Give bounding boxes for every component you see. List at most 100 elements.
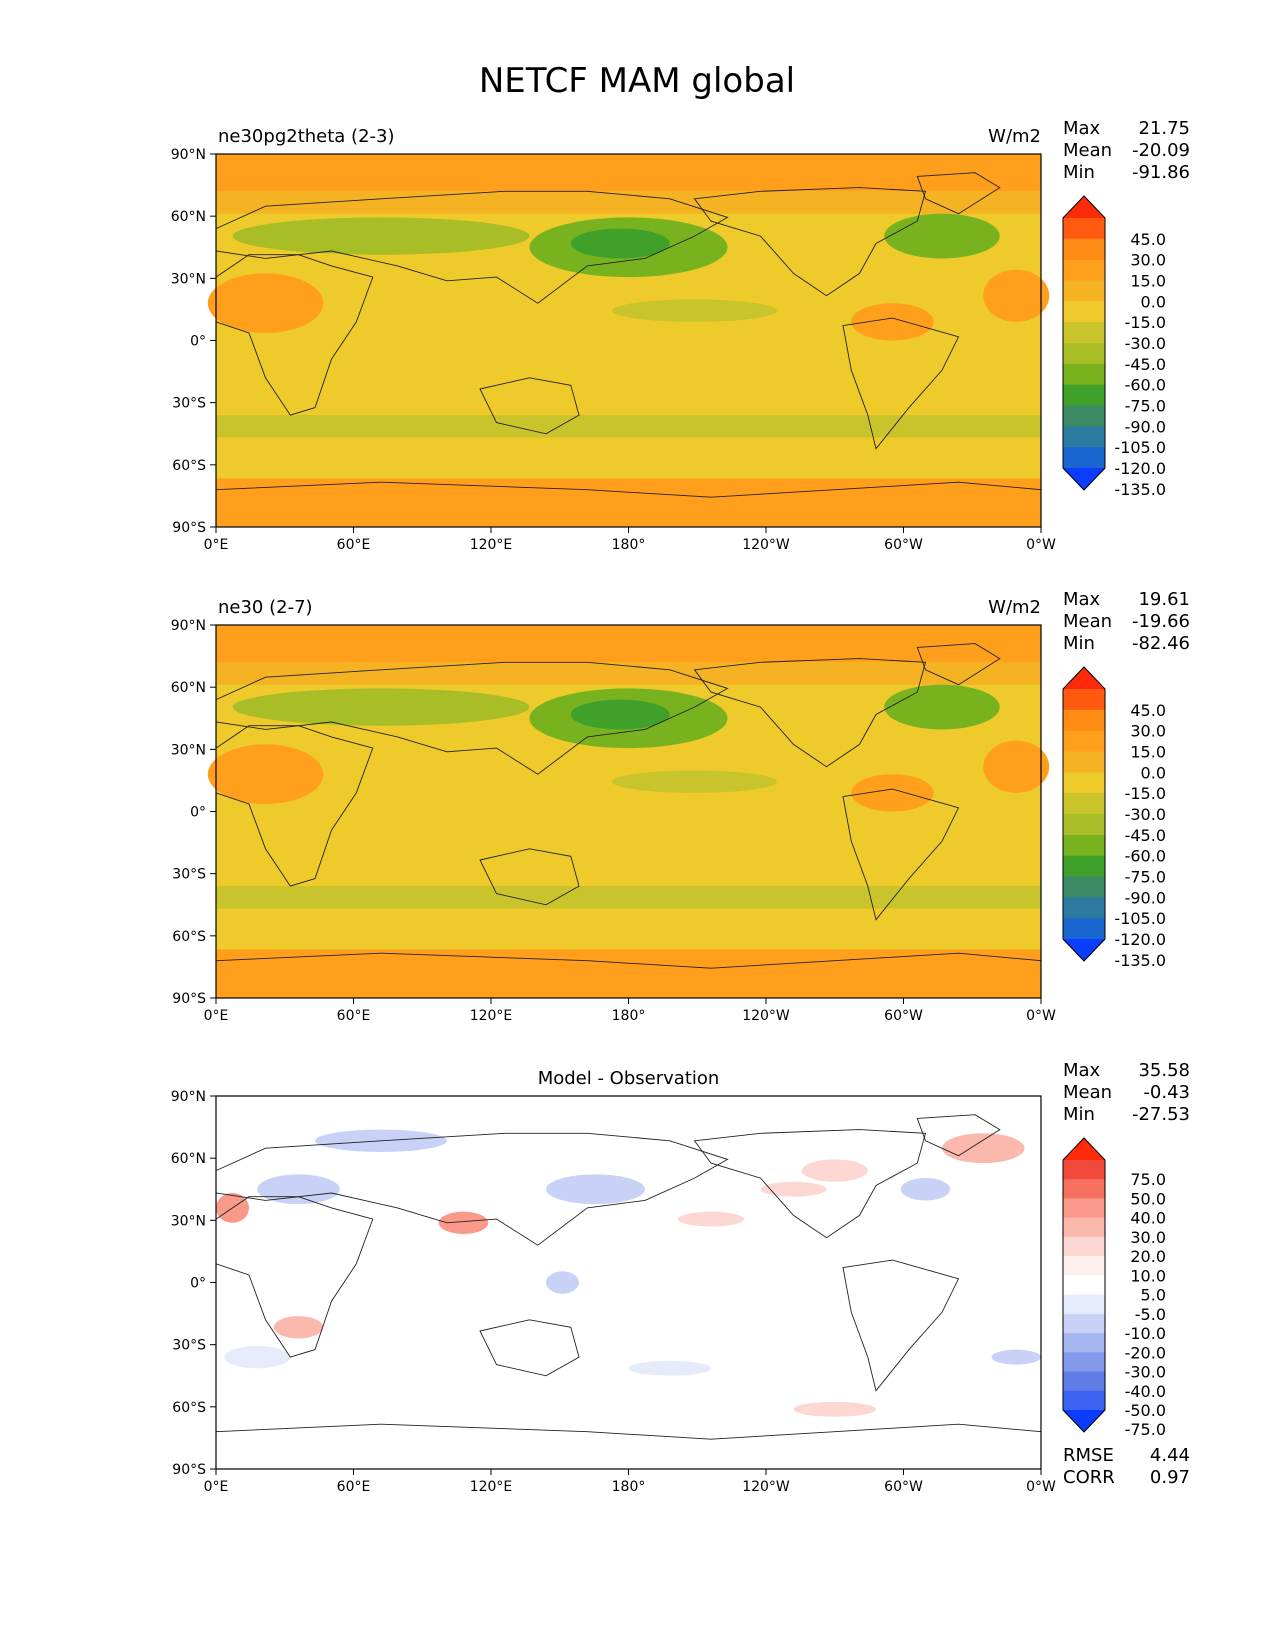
sahara-positive (207, 744, 324, 805)
lon-tick-label: 0°W (1026, 1479, 1056, 1495)
colorbar-label: 40.0 (1130, 1209, 1166, 1228)
lat-tick-label: 90°S (172, 1462, 206, 1478)
colorbar-label: 10.0 (1130, 1266, 1166, 1285)
stat-label: Max (1063, 589, 1101, 610)
amazon-positive (851, 303, 934, 341)
stat-value: -0.43 (1143, 1082, 1190, 1103)
colorbar-outline (1062, 666, 1106, 962)
stat-value: -82.46 (1132, 633, 1190, 654)
lat-tick-label: 60°N (171, 1151, 206, 1167)
lat-tick-label: 30°S (172, 396, 206, 412)
lat-tick-label: 30°S (172, 867, 206, 883)
colorbar-label: -135.0 (1114, 951, 1166, 970)
anomaly-blob (224, 1345, 291, 1369)
colorbar-segment (1063, 405, 1105, 427)
lon-tick-label: 0°E (204, 1008, 229, 1024)
north-atlantic-cloud (884, 684, 1000, 730)
colorbar-label: 5.0 (1141, 1286, 1166, 1305)
colorbar-label: 45.0 (1130, 230, 1166, 249)
colorbar-label: -105.0 (1114, 438, 1166, 457)
colorbar-extend-bottom (1063, 1410, 1105, 1432)
colorbar-label: 75.0 (1130, 1170, 1166, 1189)
colorbar-label: 0.0 (1141, 763, 1166, 782)
colorbar-label: 15.0 (1130, 743, 1166, 762)
lon-tick-label: 60°E (337, 1479, 371, 1495)
colorbar-label: 30.0 (1130, 1228, 1166, 1247)
anomaly-blob (760, 1181, 827, 1197)
panel-units: W/m2 (988, 597, 1041, 618)
lat-tick-label: 90°S (172, 520, 206, 536)
corr-label: CORR (1063, 1467, 1115, 1488)
colorbar-label: -45.0 (1125, 355, 1166, 374)
colorbar-outline (1062, 1137, 1106, 1433)
corr-value: 0.97 (1150, 1467, 1190, 1488)
stat-label: Min (1063, 1104, 1095, 1125)
westafrica-positive (983, 740, 1050, 793)
continent-australia (479, 848, 580, 906)
north-atlantic-cloud (884, 213, 1000, 259)
colorbar-segment (1063, 793, 1105, 815)
colorbar-segment (1063, 1160, 1105, 1180)
panel-3: 90°N 60°N 30°N 0° 30°S 60°S 90°S0°E 60°E 120°E 18… (171, 1060, 1190, 1495)
colorbar-segment (1063, 730, 1105, 752)
stat-value: -19.66 (1132, 611, 1190, 632)
colorbar-label: -75.0 (1125, 868, 1166, 887)
lat-tick-label: 0° (190, 1276, 206, 1292)
continent-eurasia (215, 190, 729, 304)
lat-tick-label: 30°N (171, 742, 206, 758)
continent-samerica (842, 1259, 960, 1392)
anomaly-blob (438, 1211, 489, 1235)
stat-value: -20.09 (1132, 140, 1190, 161)
rmse-value: 4.44 (1150, 1445, 1190, 1466)
panel-1: 90°N 60°N 30°N 0° 30°S 60°S 90°S0°E 60°E 120°E 18… (171, 118, 1190, 553)
colorbar-segment (1063, 814, 1105, 836)
panel-name: ne30 (2-7) (218, 597, 313, 618)
anomaly-blob (801, 1159, 868, 1182)
lon-tick-label: 120°W (742, 537, 790, 553)
colorbar-extend-bottom (1063, 468, 1105, 490)
panel-name: Model - Observation (538, 1068, 720, 1089)
colorbar-extend-top (1063, 196, 1105, 218)
colorbar-label: -10.0 (1125, 1324, 1166, 1343)
colorbar-label: -15.0 (1125, 784, 1166, 803)
lon-tick-label: 60°W (884, 1479, 923, 1495)
colorbar-label: -30.0 (1125, 334, 1166, 353)
continent-greenland (916, 1114, 1001, 1157)
colorbar-segment (1063, 1371, 1105, 1392)
lon-tick-label: 60°W (884, 1008, 923, 1024)
colorbar-label: -120.0 (1114, 930, 1166, 949)
colorbar-segment (1063, 1352, 1105, 1373)
colorbar-segment (1063, 1333, 1105, 1353)
lat-tick-label: 90°N (171, 1089, 206, 1105)
colorbar-label: 30.0 (1130, 251, 1166, 270)
colorbar-segment (1063, 301, 1105, 323)
colorbar-segment (1063, 897, 1105, 919)
stat-label: Max (1063, 1060, 1101, 1081)
colorbar-extend-bottom (1063, 939, 1105, 961)
eurasia-cloud (232, 688, 530, 726)
colorbar-segment (1063, 447, 1105, 469)
westafrica-positive (983, 269, 1050, 322)
stat-label: Max (1063, 118, 1101, 139)
lon-tick-label: 0°E (204, 537, 229, 553)
anomaly-blob (628, 1360, 711, 1376)
lat-tick-label: 30°S (172, 1338, 206, 1354)
lon-tick-label: 60°W (884, 537, 923, 553)
lat-tick-label: 30°N (171, 1213, 206, 1229)
southern-green-band (216, 415, 1041, 438)
stat-label: Min (1063, 162, 1095, 183)
colorbar-label: -105.0 (1114, 909, 1166, 928)
continent-greenland (916, 172, 1001, 215)
colorbar-label: 45.0 (1130, 701, 1166, 720)
colorbar-outline (1062, 195, 1106, 491)
north-pacific-core (570, 228, 670, 259)
lat-tick-label: 0° (190, 805, 206, 821)
colorbar-segment (1063, 1179, 1105, 1199)
colorbar-label: -75.0 (1125, 397, 1166, 416)
sahara-positive (207, 273, 324, 334)
colorbar-segment (1063, 876, 1105, 898)
lon-tick-label: 120°E (470, 1479, 513, 1495)
map-background (216, 154, 1041, 527)
colorbar-label: 0.0 (1141, 292, 1166, 311)
